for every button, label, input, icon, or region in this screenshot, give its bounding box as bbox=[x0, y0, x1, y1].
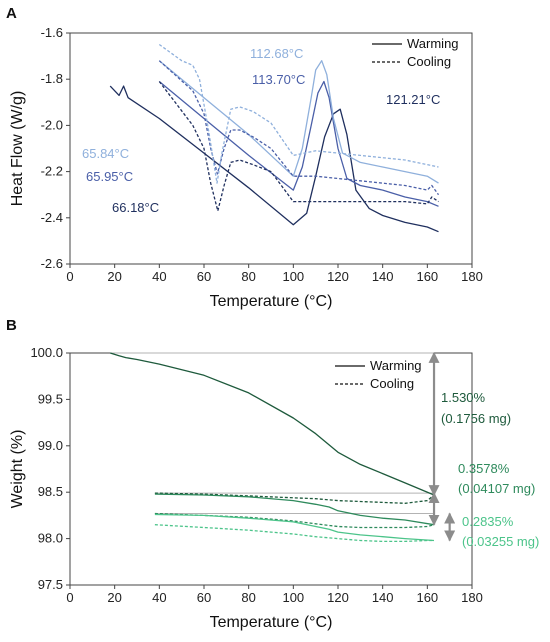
panel-b-legend-cooling-label: Cooling bbox=[370, 376, 414, 391]
panel-b-series-3-solid-line bbox=[154, 493, 435, 526]
panel-a-series-1-solid-line bbox=[109, 85, 439, 233]
panel-b-y-axis-title: Weight (%) bbox=[9, 430, 26, 509]
panel-b-series-1-solid-line bbox=[110, 352, 435, 496]
panel-a-series-5-dashed-line bbox=[158, 60, 440, 196]
panel-a-x-tick-label: 20 bbox=[107, 269, 121, 284]
panel-a-annotation: 112.68°C bbox=[250, 46, 303, 61]
panel-a-x-tick-label: 180 bbox=[461, 269, 483, 284]
panel-a-label: A bbox=[6, 5, 17, 22]
panel-a-x-tick-label: 80 bbox=[241, 269, 255, 284]
panel-a-x-tick-label: 60 bbox=[197, 269, 211, 284]
panel-b-x-tick-label: 100 bbox=[282, 590, 304, 605]
panel-b-y-tick-label: 98.5 bbox=[38, 484, 63, 499]
panel-a-y-tick-label: -2.6 bbox=[41, 256, 63, 271]
panel-b-y-tick-label: 99.5 bbox=[38, 391, 63, 406]
panel-b-x-tick-label: 140 bbox=[372, 590, 394, 605]
panel-a-x-tick-label: 140 bbox=[372, 269, 394, 284]
panel-b-annotation: (0.03255 mg) bbox=[462, 534, 539, 549]
panel-a-annotation: 65.84°C bbox=[82, 146, 129, 161]
panel-b-y-tick-label: 100.0 bbox=[30, 345, 63, 360]
panel-a-x-tick-label: 160 bbox=[416, 269, 438, 284]
panel-b-annotation: 1.530% bbox=[441, 390, 486, 405]
panel-a-legend-warming-label: Warming bbox=[407, 36, 459, 51]
panel-a-annotation: 113.70°C bbox=[252, 72, 305, 87]
panel-a-annotation: 66.18°C bbox=[112, 200, 159, 215]
panel-a-annotation: 121.21°C bbox=[386, 92, 440, 107]
panel-a-y-axis-title: Heat Flow (W/g) bbox=[9, 91, 26, 207]
panel-b-x-tick-label: 60 bbox=[197, 590, 211, 605]
panel-a-x-tick-label: 40 bbox=[152, 269, 166, 284]
panel-a-chart: 0 20 40 60 80 100 120 140 160 180 -2.6 -2.4 -2.2 -2.0… bbox=[9, 25, 483, 310]
panel-b-label: B bbox=[6, 317, 17, 334]
panel-a-x-tick-label: 0 bbox=[66, 269, 73, 284]
panel-b-y-tick-label: 99.0 bbox=[38, 438, 63, 453]
panel-b-annotation: 0.2835% bbox=[462, 514, 514, 529]
panel-a-y-tick-label: -2.2 bbox=[41, 164, 63, 179]
panel-b-x-tick-label: 0 bbox=[66, 590, 73, 605]
panel-b-x-tick-label: 180 bbox=[461, 590, 483, 605]
panel-b-annotation: 0.3578% bbox=[458, 461, 510, 476]
panel-a-x-tick-label: 120 bbox=[327, 269, 349, 284]
panel-b-y-tick-label: 98.0 bbox=[38, 531, 63, 546]
panel-a-legend-cooling-label: Cooling bbox=[407, 54, 451, 69]
panel-a-series-6-dashed-line bbox=[158, 43, 439, 184]
panel-a-y-tick-label: -2.4 bbox=[41, 210, 63, 225]
panel-a-y-tick-label: -1.6 bbox=[41, 25, 63, 40]
panel-b-series-5-solid-line bbox=[154, 513, 435, 542]
panel-a-y-tick-label: -2.0 bbox=[41, 117, 63, 132]
panel-b-x-tick-label: 40 bbox=[152, 590, 166, 605]
panel-b-series-2-dashed-line bbox=[154, 492, 435, 504]
panel-a-x-tick-label: 100 bbox=[282, 269, 304, 284]
panel-a-series-2-solid-line bbox=[158, 80, 439, 207]
panel-a-x-axis-title: Temperature (°C) bbox=[210, 293, 333, 310]
panel-b-x-tick-label: 120 bbox=[327, 590, 349, 605]
panel-b-annotation: (0.1756 mg) bbox=[441, 411, 511, 426]
panel-a-series-3-solid-line bbox=[158, 60, 439, 184]
panel-a-y-tick-label: -1.8 bbox=[41, 71, 63, 86]
panel-b-chart: 0 20 40 60 80 100 120 140 160 180 97.5 98.0 98.5 99.0… bbox=[9, 345, 539, 631]
panel-b-annotation: (0.04107 mg) bbox=[458, 481, 535, 496]
panel-b-x-tick-label: 20 bbox=[107, 590, 121, 605]
panel-b-legend-warming-label: Warming bbox=[370, 358, 422, 373]
panel-b-x-axis-title: Temperature (°C) bbox=[210, 614, 333, 631]
panel-a-plot-frame bbox=[69, 32, 473, 265]
panel-b-y-tick-label: 97.5 bbox=[38, 577, 63, 592]
panel-b-x-tick-label: 160 bbox=[416, 590, 438, 605]
panel-a-annotation: 65.95°C bbox=[86, 169, 133, 184]
panel-b-x-tick-label: 80 bbox=[241, 590, 255, 605]
